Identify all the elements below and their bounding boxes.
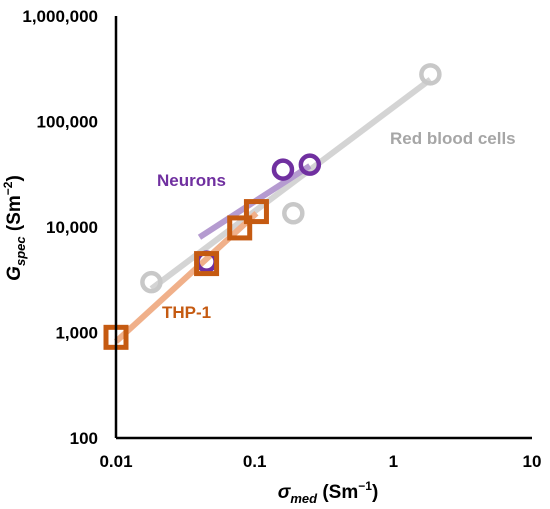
x-tick-label: 10 <box>523 452 542 471</box>
series-label-thp-1: THP-1 <box>162 303 211 322</box>
data-point-neurons <box>298 153 322 176</box>
data-markers <box>103 63 442 350</box>
y-tick-label: 1,000,000 <box>22 7 98 26</box>
y-tick-labels: 100 1,000 10,000 100,000 1,000,000 <box>22 7 98 448</box>
x-tick-label: 0.01 <box>99 452 132 471</box>
trendline-thp-1 <box>113 211 259 344</box>
data-point-neurons <box>271 158 295 181</box>
data-point-thp-1 <box>243 199 269 225</box>
series-label-neurons: Neurons <box>157 171 226 190</box>
x-tick-label: 0.1 <box>243 452 267 471</box>
data-point-red-blood-cells <box>140 270 163 294</box>
data-point-red-blood-cells <box>419 63 442 86</box>
x-axis-title: σmed (Sm−1) <box>278 479 379 506</box>
data-point-red-blood-cells <box>282 201 305 225</box>
x-tick-labels: 0.01 0.1 1 10 <box>99 452 541 471</box>
data-point-thp-1 <box>227 215 253 241</box>
x-tick-label: 1 <box>389 452 398 471</box>
y-tick-label: 100,000 <box>37 113 98 132</box>
y-axis-title: Gspec (Sm−2) <box>1 175 28 281</box>
series-label-red-blood-cells: Red blood cells <box>390 129 516 148</box>
data-point-thp-1 <box>194 251 220 277</box>
y-tick-label: 100 <box>70 429 98 448</box>
y-tick-label: 10,000 <box>46 218 98 237</box>
y-tick-label: 1,000 <box>55 324 98 343</box>
